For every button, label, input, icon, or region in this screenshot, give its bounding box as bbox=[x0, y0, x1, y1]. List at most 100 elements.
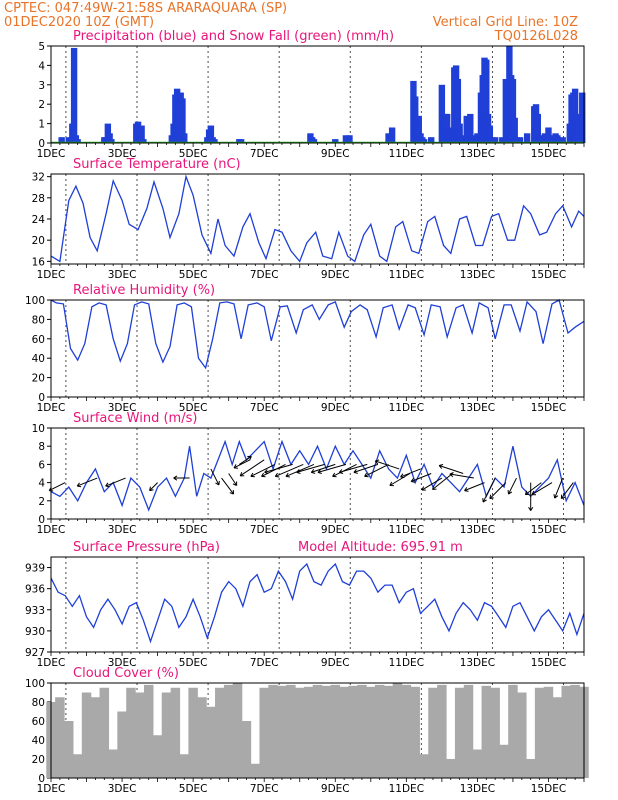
panel-frame bbox=[50, 682, 585, 779]
x-tick-label: 7DEC bbox=[250, 402, 279, 414]
wind-vector-head bbox=[464, 487, 469, 492]
y-tick-label: 2 bbox=[38, 496, 45, 508]
y-tick-label: 0 bbox=[38, 773, 45, 785]
y-tick-label: 936 bbox=[25, 584, 45, 596]
x-tick-label: 7DEC bbox=[250, 783, 279, 795]
wind-vector bbox=[508, 477, 517, 495]
wind-vector-head bbox=[389, 481, 394, 487]
wind-vector-head bbox=[317, 469, 322, 475]
precip-bar bbox=[428, 137, 435, 143]
x-tick-label: 5DEC bbox=[179, 148, 208, 160]
cloud-bar bbox=[294, 687, 305, 778]
precip-bar bbox=[138, 125, 145, 143]
x-tick-label: 15DEC bbox=[531, 524, 566, 536]
y-tick-label: 0 bbox=[38, 392, 45, 404]
panel-frame bbox=[50, 556, 585, 653]
panel-3: 0 20 40 60 80 100 1DEC 3DEC 5DEC 7DEC 9DEC 11DEC 13D… bbox=[25, 283, 585, 414]
cloud-bar bbox=[508, 684, 518, 778]
wind-vector bbox=[554, 477, 564, 499]
y-tick-label: 930 bbox=[25, 626, 45, 638]
precip-bar bbox=[474, 133, 481, 143]
y-tick-label: 60 bbox=[32, 716, 45, 728]
x-tick-label: 1DEC bbox=[37, 269, 66, 281]
wind-vector-head bbox=[310, 468, 316, 474]
precip-bar bbox=[467, 113, 474, 143]
x-tick-label: 3DEC bbox=[108, 402, 137, 414]
x-tick-label: 13DEC bbox=[460, 783, 495, 795]
y-tick-label: 2 bbox=[38, 99, 45, 111]
y-tick-label: 8 bbox=[38, 441, 45, 453]
y-tick-label: 933 bbox=[25, 605, 45, 617]
precip-bar bbox=[106, 133, 113, 143]
x-tick-label: 5DEC bbox=[179, 402, 208, 414]
cloud-bar bbox=[419, 754, 429, 778]
precip-bar bbox=[420, 139, 428, 143]
precip-bar bbox=[237, 139, 245, 143]
cloud-bar bbox=[126, 687, 136, 778]
wind-vector bbox=[389, 473, 411, 486]
wind-vector bbox=[411, 473, 432, 482]
x-tick-label: 1DEC bbox=[37, 148, 66, 160]
wind-vector bbox=[285, 463, 315, 477]
wind-vector-head bbox=[531, 490, 537, 496]
wind-vector bbox=[261, 463, 286, 477]
x-tick-label: 15DEC bbox=[531, 402, 566, 414]
wind-vector-head bbox=[296, 469, 301, 475]
wind-vector-head bbox=[285, 472, 290, 478]
wind-vector bbox=[525, 482, 542, 496]
cloud-bar bbox=[197, 697, 207, 778]
x-tick-label: 1DEC bbox=[37, 402, 66, 414]
cloud-bar bbox=[179, 754, 189, 778]
cloud-bar bbox=[446, 759, 456, 778]
x-tick-label: 9DEC bbox=[321, 148, 350, 160]
cloud-bar bbox=[463, 684, 474, 778]
cloud-bar bbox=[152, 735, 163, 778]
y-tick-label: 20 bbox=[32, 754, 45, 766]
panel-title: Cloud Cover (%) bbox=[73, 666, 179, 681]
x-tick-label: 15DEC bbox=[531, 269, 566, 281]
precip-bar bbox=[534, 113, 542, 143]
precip-bar bbox=[332, 139, 339, 143]
cloud-bar bbox=[117, 711, 127, 778]
panel-title: Precipitation (blue) and Snow Fall (gree… bbox=[73, 29, 394, 44]
panel-2: 16 20 24 28 32 1DEC 3DEC 5DEC 7DEC 9DEC 11DEC 13DEC… bbox=[32, 157, 585, 281]
cloud-bar bbox=[232, 683, 243, 778]
precip-bar bbox=[342, 135, 350, 143]
x-tick-label: 11DEC bbox=[389, 783, 424, 795]
wind-vector-head bbox=[264, 469, 269, 475]
wind-vector bbox=[400, 468, 421, 478]
x-tick-label: 11DEC bbox=[389, 402, 424, 414]
precip-bar bbox=[523, 133, 531, 143]
cloud-bar bbox=[170, 687, 181, 778]
header-date: 01DEC2020 10Z (GMT) bbox=[4, 15, 154, 30]
y-tick-label: 5 bbox=[38, 41, 45, 53]
series-line bbox=[50, 299, 585, 370]
panel-frame bbox=[50, 45, 585, 144]
cloud-bar bbox=[206, 706, 216, 778]
y-tick-label: 1 bbox=[38, 119, 45, 131]
wind-vector-head bbox=[229, 490, 235, 495]
cloud-bar bbox=[259, 687, 269, 778]
y-tick-label: 24 bbox=[32, 214, 46, 226]
cloud-bar bbox=[525, 759, 536, 778]
wind-vector-head bbox=[528, 506, 534, 511]
x-tick-label: 9DEC bbox=[321, 524, 350, 536]
wind-vector-head bbox=[553, 494, 559, 499]
precip-bar bbox=[511, 117, 518, 143]
wind-vector-head bbox=[507, 490, 513, 495]
wind-vector-head bbox=[76, 482, 82, 488]
series-line bbox=[50, 562, 585, 644]
x-tick-label: 5DEC bbox=[179, 269, 208, 281]
wind-vector-head bbox=[489, 494, 494, 500]
cloud-bar bbox=[410, 686, 420, 778]
cloud-bar bbox=[534, 687, 545, 778]
wind-vector bbox=[482, 477, 496, 503]
x-tick-label: 3DEC bbox=[108, 269, 137, 281]
wind-vector bbox=[228, 473, 238, 486]
panel-frame bbox=[50, 427, 585, 520]
wind-vector-head bbox=[274, 472, 280, 478]
panel-title: Relative Humidity (%) bbox=[73, 283, 215, 298]
y-tick-label: 4 bbox=[38, 478, 45, 490]
x-tick-label: 7DEC bbox=[250, 657, 279, 669]
x-tick-label: 9DEC bbox=[321, 402, 350, 414]
